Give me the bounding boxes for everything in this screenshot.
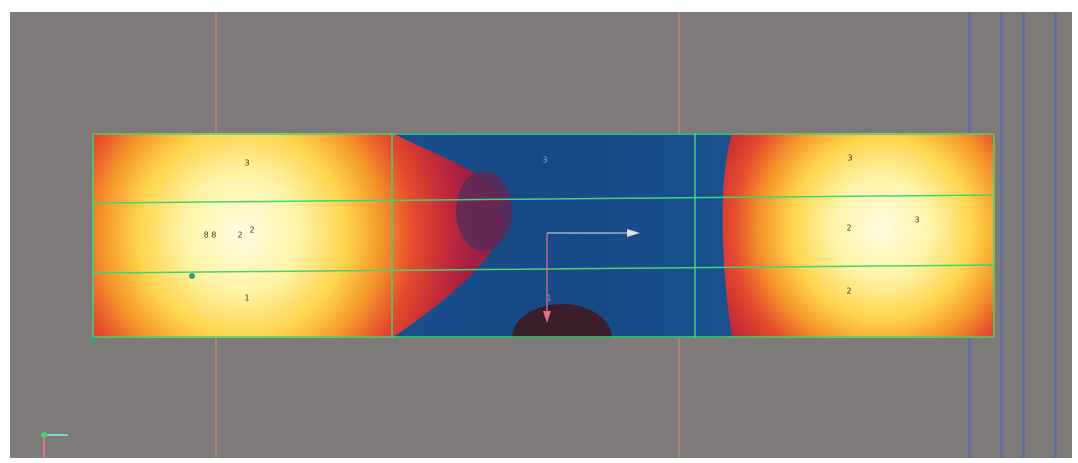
corner-node[interactable] xyxy=(90,337,96,343)
region-label: 2 xyxy=(846,286,852,296)
contour-plot xyxy=(92,133,995,338)
arrow-right-icon[interactable] xyxy=(547,229,640,237)
xyz-axes-icon xyxy=(41,432,68,458)
mesh-lines xyxy=(92,133,995,338)
region-label: 3 xyxy=(244,158,250,168)
grid-line xyxy=(1022,12,1025,458)
grid-line xyxy=(1054,12,1057,458)
arrow-down-icon[interactable] xyxy=(543,233,551,323)
region-label: 3 xyxy=(914,215,920,225)
contour-plot-plate[interactable]: 3 2 1 3 1 3 2 3 2 8 8 2 xyxy=(92,133,995,338)
region-label: 2 xyxy=(846,223,852,233)
region-label: 1 xyxy=(244,293,250,303)
region-label: 3 xyxy=(542,155,548,165)
node-point[interactable] xyxy=(189,273,195,279)
region-label: 3 xyxy=(847,153,853,163)
region-label: 1 xyxy=(546,293,552,303)
node-marker-label: 2 xyxy=(237,230,243,240)
3d-viewport[interactable]: 3 2 1 3 1 3 2 3 2 8 8 2 xyxy=(10,12,1072,458)
node-marker-label: 8 8 xyxy=(203,230,217,240)
region-label: 2 xyxy=(249,225,255,235)
grid-line xyxy=(1000,12,1003,458)
